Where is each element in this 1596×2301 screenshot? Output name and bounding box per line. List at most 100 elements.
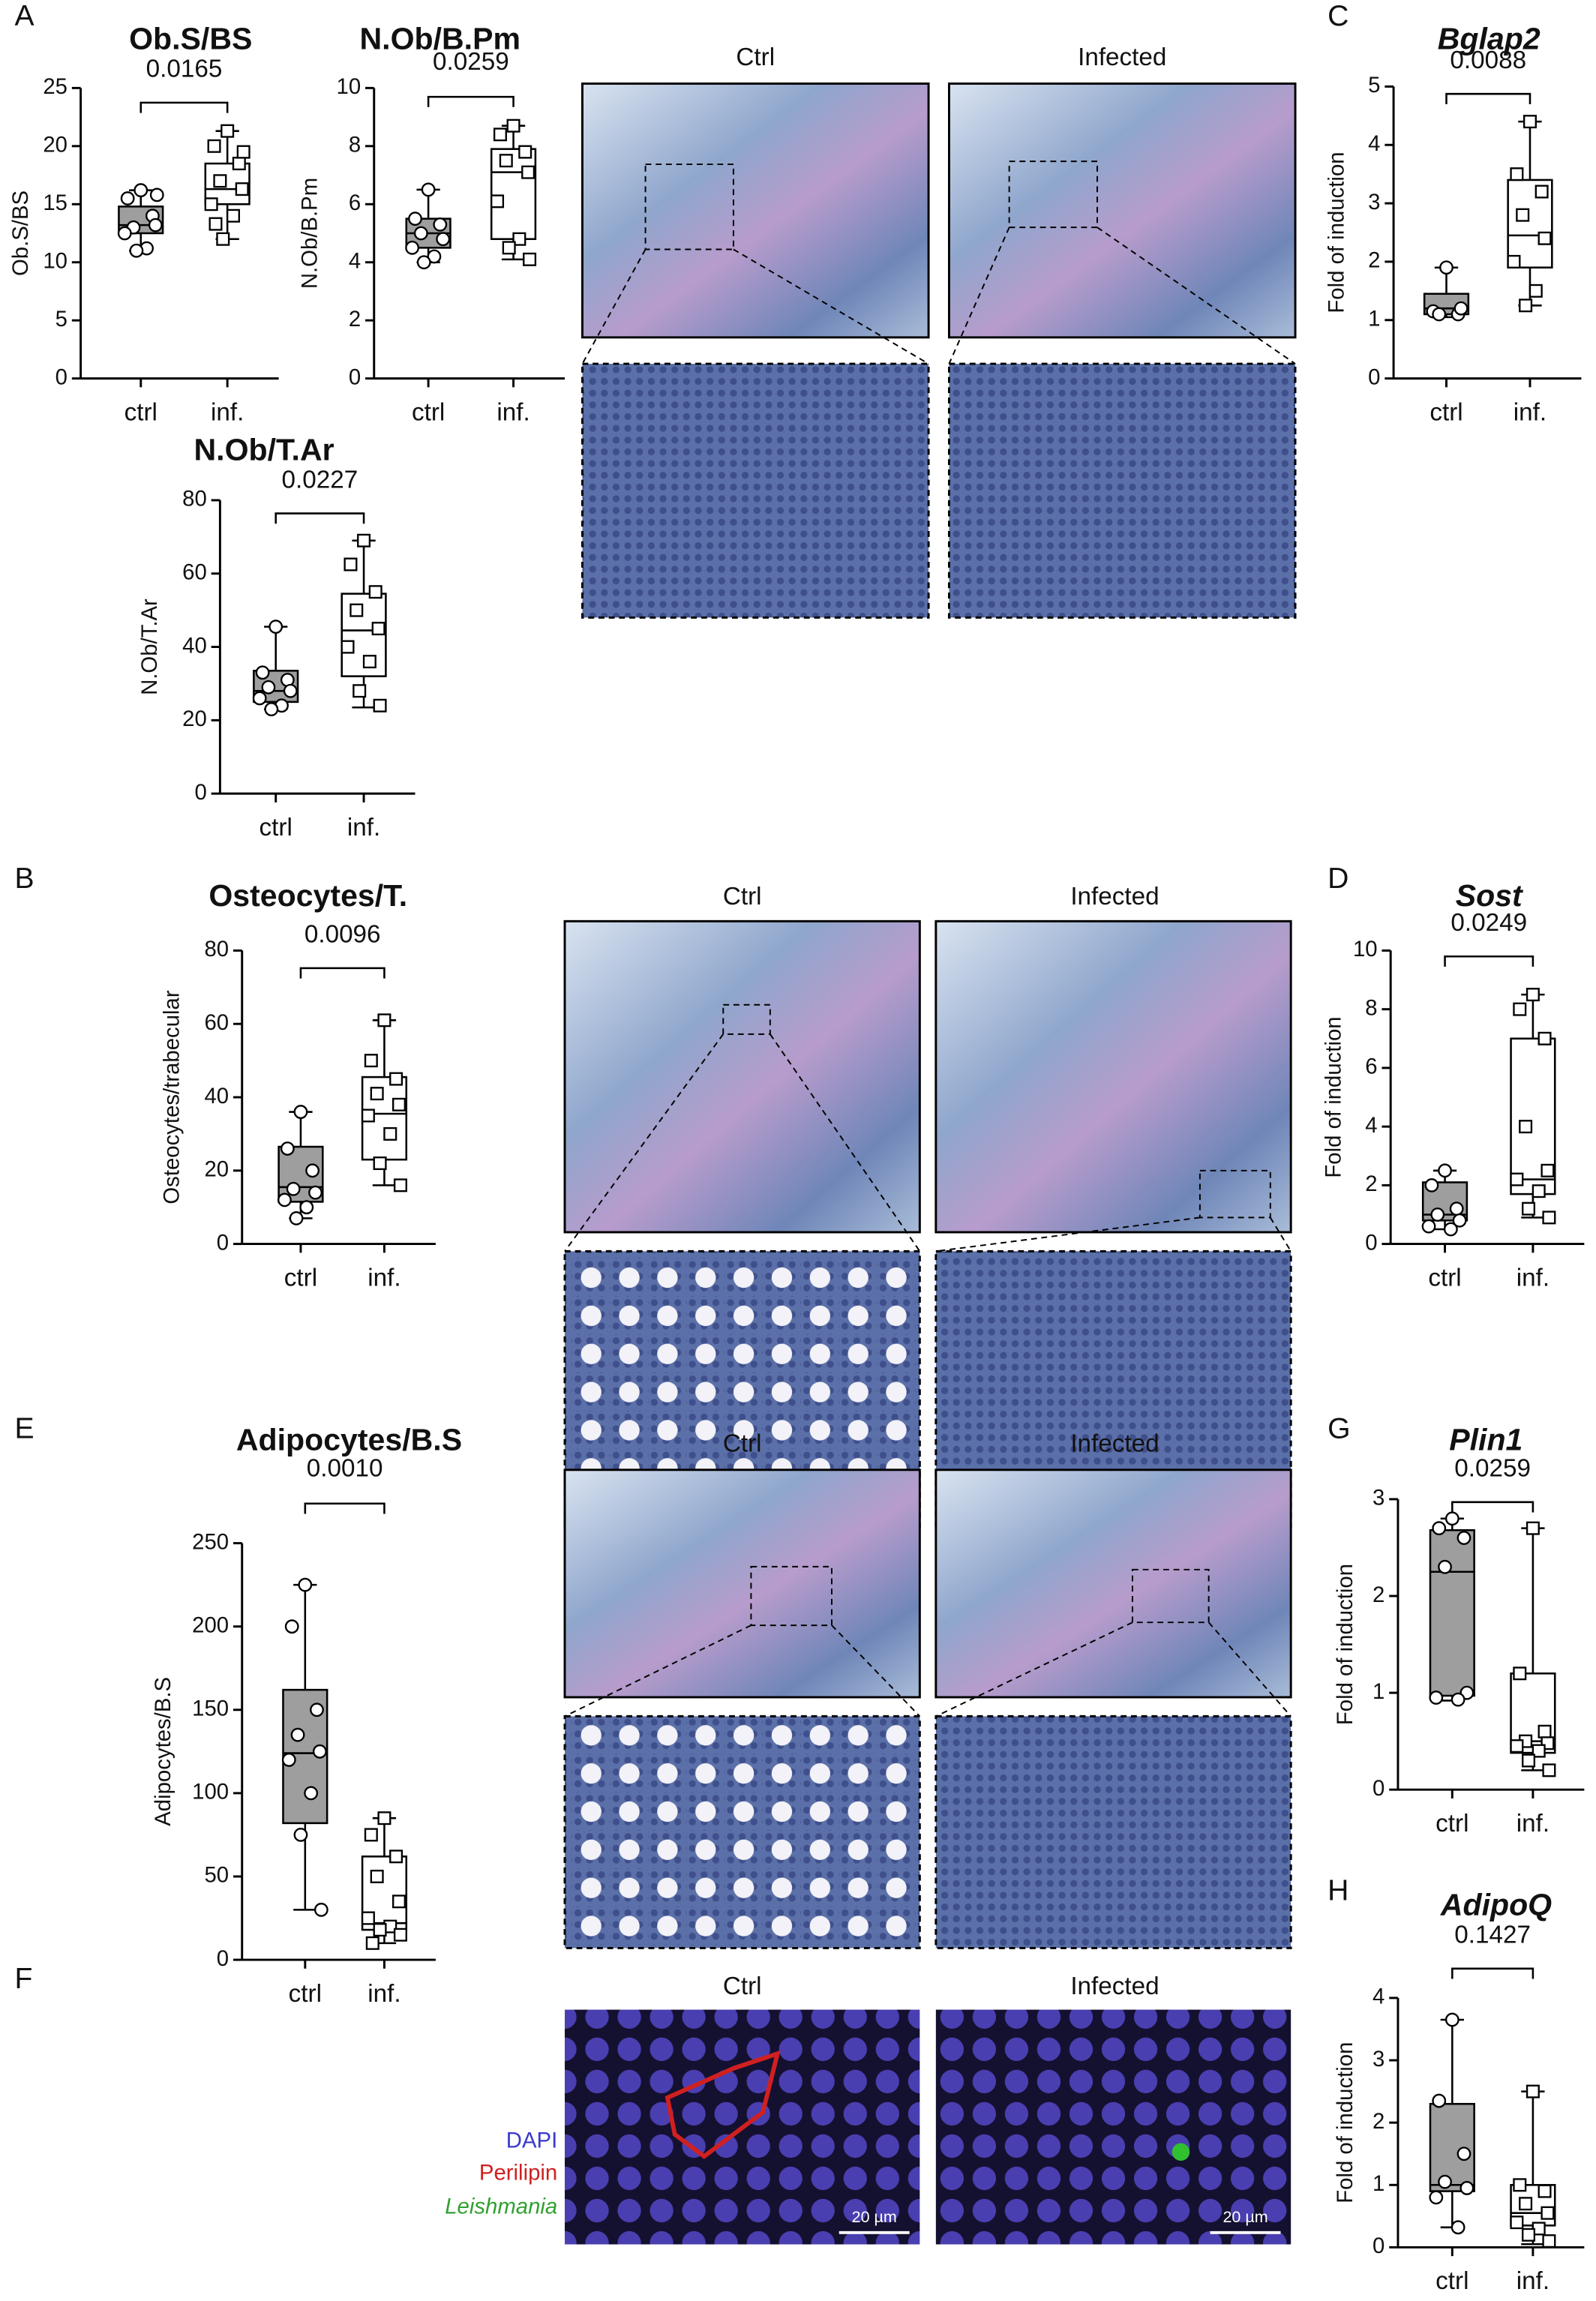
data-point [278, 1192, 292, 1208]
data-point [373, 698, 387, 712]
data-point [361, 1108, 375, 1123]
data-point [305, 1163, 320, 1178]
data-point [433, 217, 448, 232]
box [490, 148, 537, 241]
data-point [1538, 2184, 1552, 2198]
data-point [518, 145, 532, 159]
data-point [352, 684, 367, 698]
y-tick-label: 200 [192, 1612, 229, 1637]
data-point [413, 226, 428, 241]
data-point [370, 1087, 384, 1101]
y-tick-label: 3 [1372, 1486, 1384, 1510]
data-point [389, 1072, 404, 1086]
y-tick-label: 1 [1368, 307, 1380, 332]
box [1429, 2102, 1475, 2192]
panel-label: A [15, 0, 35, 32]
data-point [264, 702, 279, 717]
data-point [392, 1097, 406, 1112]
data-point [1510, 1172, 1524, 1186]
y-tick-label: 40 [182, 633, 207, 658]
significance-bracket [427, 95, 514, 107]
column-header: Infected [1070, 1972, 1159, 2000]
micrograph [563, 1468, 921, 1699]
y-tick-label: 0 [217, 1230, 229, 1255]
data-point [290, 1727, 305, 1742]
p-value: 0.1427 [1454, 1922, 1531, 1949]
chart-title: Ob.S/BS [129, 22, 252, 56]
data-point [436, 232, 451, 247]
y-axis-label: Fold of induction [1333, 2042, 1358, 2204]
y-tick-label: 4 [349, 248, 361, 273]
y-tick-label: 8 [349, 133, 361, 158]
y-tick-label: 100 [192, 1780, 229, 1804]
significance-bracket [1451, 1967, 1534, 1979]
data-point [364, 1828, 378, 1842]
x-tick-label: ctrl [260, 814, 292, 842]
y-axis-label: Fold of induction [1333, 1564, 1358, 1725]
y-tick-label: 60 [204, 1010, 229, 1035]
y-tick-label: 20 [182, 706, 207, 731]
column-header: Infected [1070, 883, 1159, 910]
significance-bracket [304, 1502, 386, 1514]
data-point [490, 194, 505, 208]
data-point [252, 691, 267, 706]
zoom-lines [564, 1034, 1292, 1252]
y-tick-label: 5 [1368, 73, 1380, 98]
y-tick-label: 1 [1372, 1679, 1384, 1704]
micrograph [934, 1468, 1292, 1699]
y-tick-label: 4 [1365, 1113, 1377, 1138]
perilipin-signal [664, 2050, 781, 2159]
p-value: 0.0096 [304, 921, 381, 949]
data-point [1444, 2012, 1460, 2027]
y-axis-label: Ob.S/BS [8, 190, 33, 276]
y-tick-label: 20 [43, 133, 68, 158]
data-point [365, 1936, 380, 1950]
data-point [1438, 1163, 1452, 1178]
zoom-box [1131, 1568, 1210, 1624]
data-point [312, 1744, 327, 1759]
data-point [1519, 298, 1533, 313]
y-tick-label: 80 [204, 937, 229, 962]
column-header: Ctrl [723, 883, 762, 910]
data-point [1513, 1002, 1527, 1016]
data-point [207, 139, 221, 153]
data-point [1432, 2093, 1447, 2108]
data-point [283, 683, 298, 698]
zoom-box [1008, 160, 1098, 229]
data-point [512, 232, 526, 246]
x-tick-label: inf. [1516, 2267, 1550, 2295]
box [1507, 178, 1553, 268]
chart-title: Sost [1456, 878, 1524, 913]
data-point [1454, 301, 1468, 316]
chart-title: Osteocytes/T. [208, 878, 407, 913]
stain-label: DAPI [506, 2128, 557, 2152]
significance-bracket [1444, 955, 1534, 967]
p-value: 0.0259 [433, 48, 509, 76]
data-point [1513, 2178, 1527, 2192]
micrograph [581, 82, 930, 339]
data-point [299, 1200, 314, 1215]
data-point [1542, 1763, 1556, 1778]
data-point [405, 240, 419, 255]
y-tick-label: 8 [1365, 995, 1377, 1020]
data-point [493, 128, 507, 142]
data-point [364, 1054, 378, 1068]
data-point [1432, 1521, 1447, 1536]
y-tick-label: 10 [1353, 937, 1378, 962]
panel-label: G [1328, 1412, 1350, 1444]
data-point [373, 1923, 387, 1937]
p-value: 0.0165 [146, 56, 223, 83]
y-tick-label: 2 [349, 307, 361, 332]
data-point [521, 165, 536, 179]
y-tick-label: 60 [182, 560, 207, 585]
data-point [377, 1013, 392, 1028]
chart-title: Adipocytes/B.S [236, 1422, 462, 1456]
data-point [1542, 2234, 1556, 2248]
data-point [281, 1753, 296, 1767]
data-point [261, 680, 276, 694]
y-tick-label: 6 [349, 190, 361, 215]
data-point [362, 655, 376, 669]
data-point [1519, 1120, 1533, 1134]
significance-bracket [299, 967, 386, 979]
stain-label: Perilipin [479, 2160, 557, 2185]
